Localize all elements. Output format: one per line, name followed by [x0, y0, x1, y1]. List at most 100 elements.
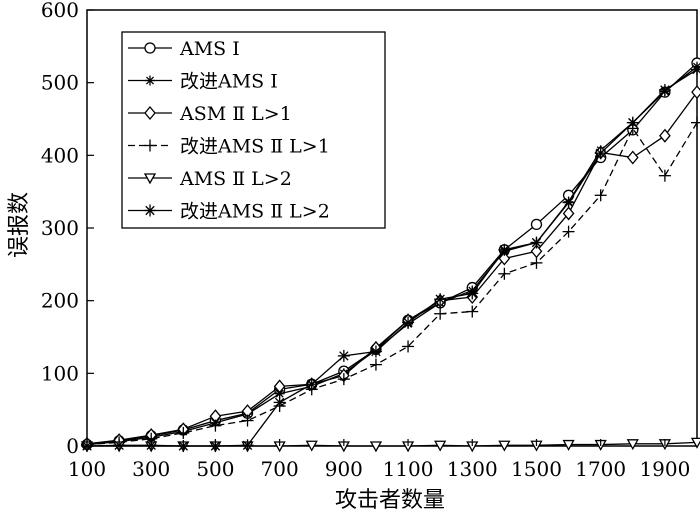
point-marker-plus	[658, 169, 671, 182]
point-marker-circle	[144, 42, 156, 54]
marker-stroke	[467, 288, 477, 299]
point-marker-triangle	[498, 440, 511, 452]
x-tick-label: 1100	[383, 457, 434, 481]
point-marker-plus	[369, 358, 382, 371]
legend: AMS Ⅰ 改进AMS Ⅰ ASM Ⅱ L>1 改进AMS Ⅱ L>1 AMS Ⅱ L>…	[121, 31, 386, 229]
point-marker-triangle	[305, 440, 318, 452]
marker-stroke	[628, 117, 638, 128]
point-marker-plus	[594, 189, 607, 202]
point-marker-plus	[177, 426, 190, 439]
marker-stroke	[595, 148, 606, 158]
legend-label: AMS Ⅱ L>2	[179, 168, 292, 190]
point-marker-plus	[402, 340, 415, 353]
point-marker-star	[145, 75, 155, 86]
marker-stroke	[274, 397, 285, 408]
y-tick-label: 0	[66, 434, 79, 458]
marker-stroke	[307, 379, 317, 389]
series-line	[86, 122, 698, 446]
marker-stroke	[563, 197, 574, 208]
legend-label: 改进AMS Ⅰ	[180, 71, 278, 93]
x-tick-label: 300	[132, 457, 170, 481]
x-tick-label: 1300	[447, 457, 498, 481]
legend-item: AMS Ⅱ L>2	[128, 168, 292, 190]
point-marker-triangle	[143, 173, 157, 185]
legend-box	[121, 31, 386, 229]
x-tick-label: 1700	[575, 457, 626, 481]
point-marker-plus	[691, 116, 700, 129]
point-marker-diamond	[626, 150, 639, 165]
point-marker-star	[466, 287, 479, 300]
point-marker-star	[144, 204, 156, 217]
y-tick-label: 200	[41, 289, 79, 313]
x-tick-label: 1500	[511, 457, 562, 481]
point-marker-star	[273, 396, 286, 409]
marker-stroke	[114, 440, 124, 450]
point-marker-plus	[562, 225, 575, 238]
marker-stroke	[499, 245, 510, 255]
point-marker-star	[498, 243, 511, 256]
legend-label: 改进AMS Ⅱ L>2	[180, 201, 330, 223]
x-axis-label: 攻击者数量	[335, 488, 445, 513]
series	[80, 437, 700, 453]
point-marker-diamond	[659, 128, 671, 143]
legend-label: 改进AMS Ⅱ L>1	[180, 136, 330, 158]
marker-stroke	[531, 237, 542, 248]
x-tick-label: 1900	[639, 457, 690, 481]
legend-item: 改进AMS Ⅱ L>1	[128, 136, 330, 158]
point-marker-star	[113, 439, 126, 452]
point-marker-star	[691, 63, 700, 76]
point-marker-star	[658, 83, 671, 96]
point-marker-diamond	[144, 105, 156, 121]
y-tick-label: 300	[41, 216, 79, 240]
point-marker-star	[241, 439, 254, 452]
point-marker-plus	[466, 305, 479, 318]
point-marker-triangle	[369, 441, 383, 453]
point-marker-star	[626, 116, 639, 129]
point-marker-diamond	[691, 85, 700, 100]
marker-stroke	[339, 351, 349, 361]
y-tick-label: 600	[41, 0, 79, 22]
point-marker-plus	[434, 307, 447, 320]
point-marker-star	[562, 196, 575, 209]
marker-stroke	[146, 76, 154, 85]
point-marker-star	[305, 378, 318, 391]
point-marker-plus	[530, 256, 543, 269]
point-marker-triangle	[562, 439, 575, 451]
marker-stroke	[145, 205, 155, 216]
legend-item: 改进AMS Ⅱ L>2	[128, 201, 330, 223]
legend-item: 改进AMS Ⅰ	[128, 71, 278, 93]
point-marker-plus	[337, 373, 350, 386]
marker-stroke	[178, 441, 189, 451]
point-marker-star	[594, 147, 607, 160]
point-marker-star	[530, 236, 543, 249]
marker-stroke	[660, 85, 670, 95]
x-tick-label: 100	[68, 457, 106, 481]
marker-stroke	[242, 440, 253, 450]
point-marker-plus	[241, 414, 254, 427]
point-marker-diamond	[273, 379, 286, 394]
y-tick-label: 400	[41, 143, 79, 167]
y-tick-label: 500	[41, 71, 79, 95]
x-tick-label: 900	[325, 457, 363, 481]
marker-stroke	[435, 294, 445, 304]
ticks-layer: 100 300 500 700 900 1100 1300 1500 1700 190001002…	[41, 0, 691, 481]
point-marker-plus	[144, 139, 156, 152]
y-axis-label: 误报数	[7, 192, 32, 258]
point-marker-circle	[530, 218, 543, 231]
y-tick-label: 100	[41, 361, 79, 385]
point-marker-star	[434, 293, 447, 306]
series-line	[86, 91, 698, 445]
legend-label: AMS Ⅰ	[179, 38, 240, 60]
point-marker-star	[337, 349, 350, 362]
legend-item: AMS Ⅰ	[128, 38, 240, 60]
point-marker-diamond	[562, 206, 575, 221]
x-tick-label: 700	[261, 457, 299, 481]
point-marker-star	[369, 345, 382, 358]
point-marker-star	[402, 316, 415, 329]
point-marker-triangle	[434, 440, 447, 452]
marker-stroke	[403, 317, 413, 328]
x-tick-label: 500	[196, 457, 234, 481]
point-marker-plus	[209, 419, 222, 432]
point-marker-triangle	[626, 439, 639, 451]
